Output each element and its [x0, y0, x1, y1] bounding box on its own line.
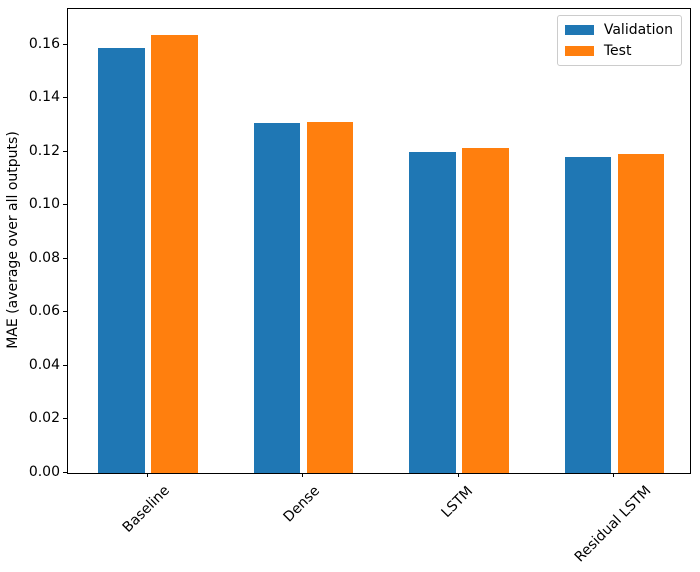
y-tick-label: 0.04 [28, 356, 60, 373]
bar-test-lstm [462, 148, 509, 473]
y-tick-label: 0.16 [28, 35, 60, 52]
y-tick-mark [63, 471, 67, 473]
y-tick-label: 0.06 [28, 303, 60, 320]
x-tick-mark [457, 473, 459, 477]
bar-validation-dense [253, 123, 301, 473]
plot-area [67, 8, 691, 474]
legend-entry-validation: Validation [564, 22, 673, 38]
bar-validation-lstm [409, 152, 456, 473]
legend-entry-test: Test [564, 43, 673, 59]
bar-test-dense [306, 122, 354, 473]
validation-color-swatch-icon [564, 25, 594, 35]
y-tick-label: 0.14 [28, 89, 60, 106]
y-tick-mark [63, 257, 67, 259]
x-tick-mark [613, 473, 615, 477]
bar-test-residual-lstm [617, 154, 665, 473]
y-tick-mark [63, 43, 67, 45]
y-tick-label: 0.08 [28, 249, 60, 266]
bar-test-baseline [151, 34, 198, 473]
bar-validation-baseline [98, 48, 145, 473]
y-tick-mark [63, 97, 67, 99]
x-tick-mark [146, 473, 148, 477]
y-tick-mark [63, 311, 67, 313]
bar-validation-residual-lstm [564, 156, 612, 473]
y-tick-label: 0.10 [28, 196, 60, 213]
legend: Validation Test [556, 15, 682, 66]
y-tick-label: 0.00 [28, 463, 60, 480]
x-tick-label-residual-lstm: Residual LSTM [571, 482, 655, 566]
test-color-swatch-icon [564, 46, 594, 56]
x-tick-label-lstm: LSTM [438, 482, 477, 521]
x-tick-mark [302, 473, 304, 477]
x-tick-label-baseline: Baseline [120, 482, 174, 537]
legend-label-test: Test [603, 43, 632, 59]
y-tick-label: 0.12 [28, 142, 60, 159]
x-tick-label-dense: Dense [280, 482, 324, 526]
y-tick-label: 0.02 [28, 410, 60, 426]
y-tick-mark [63, 418, 67, 419]
y-tick-mark [63, 204, 67, 206]
legend-label-validation: Validation [603, 22, 673, 38]
y-tick-mark [63, 364, 67, 366]
y-tick-mark [63, 150, 67, 152]
